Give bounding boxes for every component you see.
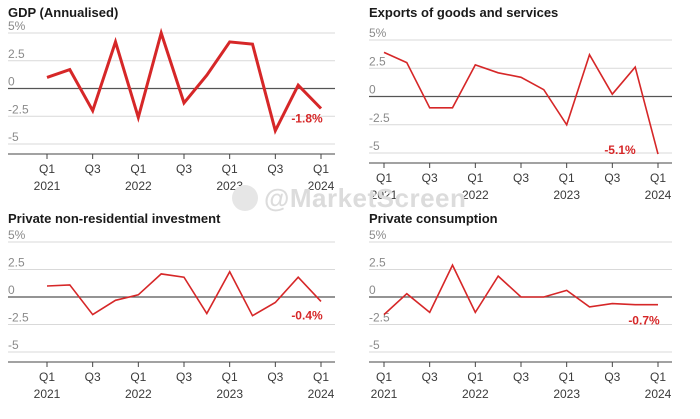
x-tick-quarter: Q3 bbox=[176, 370, 192, 384]
x-tick-quarter: Q1 bbox=[559, 171, 575, 185]
y-tick-label: -5 bbox=[369, 139, 380, 153]
x-tick-quarter: Q1 bbox=[376, 171, 392, 185]
x-tick-quarter: Q1 bbox=[130, 370, 146, 384]
x-tick-quarter: Q3 bbox=[85, 370, 101, 384]
x-tick-quarter: Q1 bbox=[39, 162, 55, 176]
y-tick-label: 0 bbox=[369, 83, 376, 97]
y-tick-label: 5% bbox=[8, 19, 26, 33]
y-tick-label: -2.5 bbox=[8, 311, 29, 325]
watermark-text: @MarketScreen bbox=[264, 183, 467, 213]
series-line bbox=[383, 263, 658, 316]
x-tick-quarter: Q1 bbox=[650, 171, 666, 185]
x-tick-quarter: Q3 bbox=[422, 171, 438, 185]
y-tick-label: 0 bbox=[369, 283, 376, 297]
x-tick-year: 2021 bbox=[34, 179, 61, 193]
x-tick-year: 2024 bbox=[645, 387, 672, 401]
x-tick-year: 2021 bbox=[371, 188, 398, 202]
x-tick-quarter: Q1 bbox=[222, 370, 238, 384]
x-tick-year: 2023 bbox=[553, 188, 580, 202]
x-tick-quarter: Q3 bbox=[85, 162, 101, 176]
y-tick-label: 0 bbox=[8, 283, 15, 297]
panel-title: GDP (Annualised) bbox=[8, 5, 118, 20]
x-tick-quarter: Q3 bbox=[604, 370, 620, 384]
x-tick-year: 2023 bbox=[216, 387, 243, 401]
watermark: @MarketScreen bbox=[232, 183, 466, 214]
x-tick-quarter: Q1 bbox=[650, 370, 666, 384]
x-tick-quarter: Q1 bbox=[467, 370, 483, 384]
y-tick-label: 5% bbox=[369, 26, 387, 40]
x-tick-quarter: Q3 bbox=[513, 171, 529, 185]
y-tick-label: -5 bbox=[369, 338, 380, 352]
x-tick-quarter: Q3 bbox=[422, 370, 438, 384]
y-tick-label: 0 bbox=[8, 75, 15, 89]
x-tick-year: 2024 bbox=[645, 188, 672, 202]
x-tick-quarter: Q1 bbox=[222, 162, 238, 176]
x-tick-year: 2022 bbox=[462, 387, 489, 401]
y-tick-label: -2.5 bbox=[8, 102, 29, 116]
x-tick-quarter: Q1 bbox=[313, 162, 329, 176]
x-tick-quarter: Q1 bbox=[39, 370, 55, 384]
x-tick-quarter: Q1 bbox=[559, 370, 575, 384]
x-tick-quarter: Q3 bbox=[267, 370, 283, 384]
x-tick-year: 2022 bbox=[125, 179, 152, 193]
x-tick-year: 2021 bbox=[371, 387, 398, 401]
y-tick-label: -5 bbox=[8, 130, 19, 144]
x-tick-year: 2024 bbox=[308, 179, 335, 193]
panel-title: Exports of goods and services bbox=[369, 5, 558, 20]
x-tick-quarter: Q3 bbox=[176, 162, 192, 176]
x-tick-year: 2021 bbox=[34, 387, 61, 401]
x-tick-year: 2022 bbox=[125, 387, 152, 401]
y-tick-label: 5% bbox=[369, 228, 387, 242]
x-tick-quarter: Q3 bbox=[267, 162, 283, 176]
x-tick-year: 2022 bbox=[462, 188, 489, 202]
x-tick-year: 2024 bbox=[308, 387, 335, 401]
y-tick-label: 2.5 bbox=[8, 256, 25, 270]
end-value-label: -5.1% bbox=[604, 143, 636, 157]
watermark-logo-icon bbox=[232, 185, 258, 211]
y-tick-label: 2.5 bbox=[369, 54, 386, 68]
series-line bbox=[46, 27, 323, 135]
x-tick-quarter: Q1 bbox=[376, 370, 392, 384]
x-tick-year: 2023 bbox=[553, 387, 580, 401]
series-line bbox=[46, 269, 322, 317]
y-tick-label: -2.5 bbox=[369, 111, 390, 125]
x-tick-quarter: Q1 bbox=[130, 162, 146, 176]
series-line bbox=[383, 51, 659, 155]
y-tick-label: 2.5 bbox=[8, 47, 25, 61]
x-tick-quarter: Q3 bbox=[513, 370, 529, 384]
panel-title: Private non-residential investment bbox=[8, 211, 221, 226]
y-tick-label: 5% bbox=[8, 228, 26, 242]
y-tick-label: 2.5 bbox=[369, 256, 386, 270]
end-value-label: -1.8% bbox=[291, 111, 323, 125]
panel-title: Private consumption bbox=[369, 211, 498, 226]
x-tick-quarter: Q1 bbox=[313, 370, 329, 384]
x-tick-quarter: Q1 bbox=[467, 171, 483, 185]
x-tick-quarter: Q3 bbox=[604, 171, 620, 185]
end-value-label: -0.7% bbox=[628, 314, 660, 328]
y-tick-label: -5 bbox=[8, 338, 19, 352]
end-value-label: -0.4% bbox=[291, 308, 323, 322]
